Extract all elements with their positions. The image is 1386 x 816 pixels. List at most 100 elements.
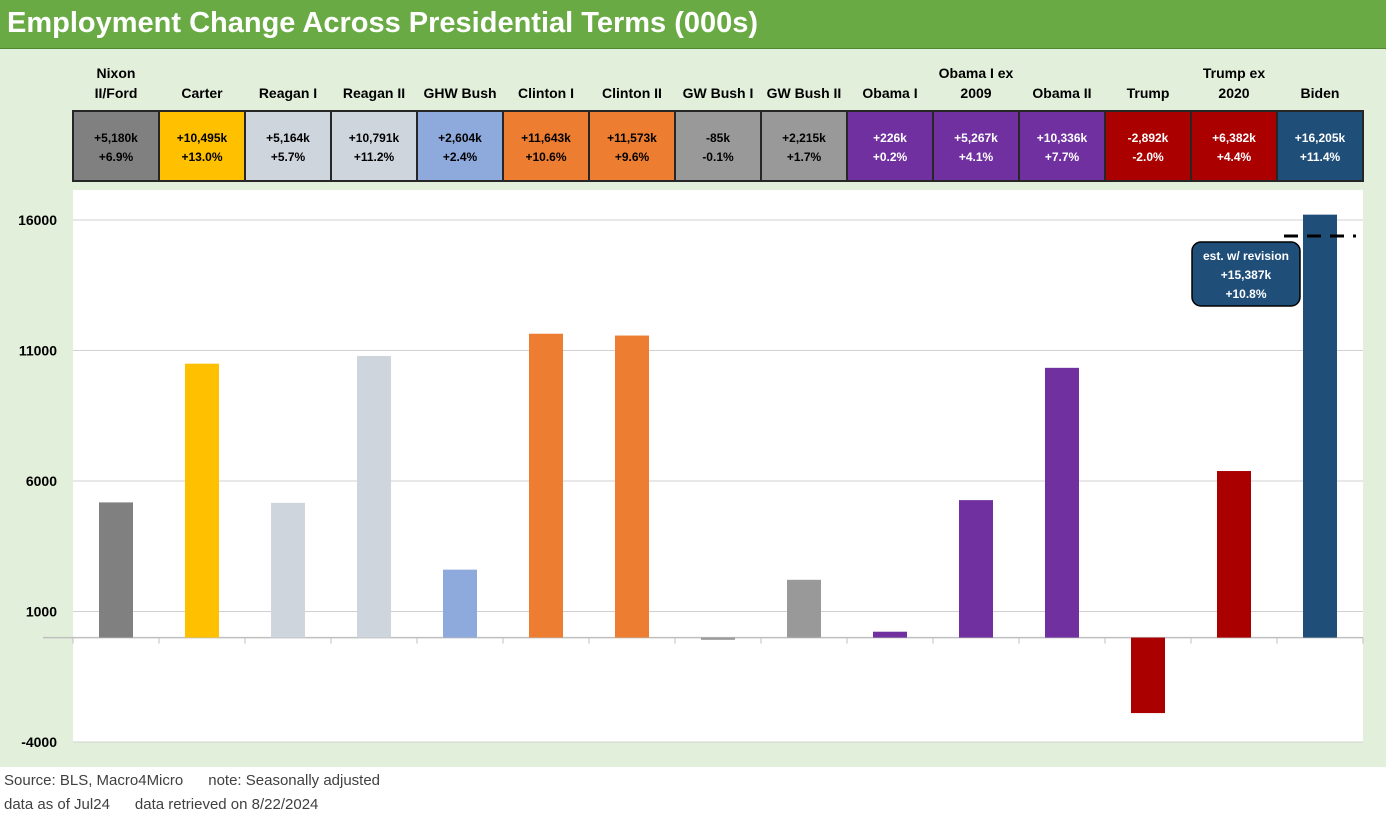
category-label-obama-i-ex-2009: Obama I ex 2009: [939, 65, 1014, 101]
value-box-change: +2,215k: [782, 131, 826, 145]
plot-background: [73, 190, 1363, 742]
plot-area: 16000 11000 6000 1000 -4000 est. w/ revision +…: [18, 190, 1364, 750]
bar-chart: Nixon II/Ford Carter Reagan I Reagan II GHW B…: [18, 65, 1364, 750]
value-box-nixon-ii-ford: [72, 110, 160, 182]
category-label-line: GW Bush I: [683, 85, 754, 101]
source-note: Source: BLS, Macro4Micro note: Seasonall…: [4, 772, 381, 789]
value-box-percent: +5.7%: [271, 150, 306, 164]
value-box-percent: -0.1%: [702, 150, 734, 164]
value-box-change: +226k: [873, 131, 907, 145]
bar-clinton-i: [529, 333, 563, 638]
value-box-change: +10,791k: [349, 131, 400, 145]
value-box-change: -85k: [706, 131, 730, 145]
y-tick-label: -4000: [21, 734, 57, 750]
category-label-line: Carter: [181, 85, 223, 101]
value-box-percent: +7.7%: [1045, 150, 1080, 164]
bar-obama-i-ex-2009: [959, 500, 993, 638]
y-tick-label: 16000: [18, 212, 57, 228]
category-label-line: Nixon: [97, 65, 136, 81]
value-box-percent: +11.4%: [1300, 150, 1341, 164]
category-label-gw-bush-ii: GW Bush II: [767, 85, 842, 101]
value-box-obama-i-ex-2009: [932, 110, 1020, 182]
value-box-percent: -2.0%: [1132, 150, 1164, 164]
category-label-obama-i: Obama I: [862, 85, 917, 101]
value-box-reagan-ii: [330, 110, 418, 182]
value-box-percent: +4.1%: [959, 150, 994, 164]
category-label-trump: Trump: [1127, 85, 1170, 101]
value-box-percent: +13.0%: [181, 150, 222, 164]
value-box-change: +5,180k: [94, 131, 138, 145]
chart-area: Nixon II/Ford Carter Reagan I Reagan II GHW B…: [0, 49, 1386, 767]
category-label-line: Reagan II: [343, 85, 405, 101]
category-label-line: Biden: [1301, 85, 1340, 101]
bar-trump: [1131, 637, 1165, 714]
category-label-line: II/Ford: [95, 85, 138, 101]
y-tick-label: 1000: [26, 604, 57, 620]
value-box-clinton-ii: [588, 110, 676, 182]
category-label-reagan-i: Reagan I: [259, 85, 317, 101]
category-label-line: Obama I: [862, 85, 917, 101]
bar-clinton-ii: [615, 335, 649, 638]
category-label-biden: Biden: [1301, 85, 1340, 101]
revision-callout-text: est. w/ revision: [1203, 249, 1289, 263]
bar-ghw-bush: [443, 569, 477, 638]
revision-callout-text: +10.8%: [1225, 287, 1266, 301]
category-label-ghw-bush: GHW Bush: [423, 85, 496, 101]
value-box-carter: [158, 110, 246, 182]
category-label-line: GHW Bush: [423, 85, 496, 101]
value-box-change: +11,643k: [521, 131, 571, 145]
value-box-percent: +1.7%: [787, 150, 822, 164]
value-box-change: +6,382k: [1212, 131, 1256, 145]
category-label-line: 2020: [1218, 85, 1249, 101]
bar-nixon-ii-ford: [99, 502, 133, 638]
value-box-obama-i: [846, 110, 934, 182]
chart-title: Employment Change Across Presidential Te…: [7, 7, 759, 39]
bar-reagan-i: [271, 502, 305, 638]
value-box-percent: +11.2%: [354, 150, 395, 164]
category-label-carter: Carter: [181, 85, 223, 101]
value-box-gw-bush-i: [674, 110, 762, 182]
value-box-percent: +0.2%: [873, 150, 908, 164]
value-box-percent: +6.9%: [99, 150, 134, 164]
revision-callout: [1191, 241, 1301, 307]
category-label-nixon-ii-ford: Nixon II/Ford: [95, 65, 138, 101]
y-tick-label: 11000: [19, 343, 57, 359]
category-label-line: Reagan I: [259, 85, 317, 101]
bar-biden: [1303, 214, 1337, 638]
value-box-change: +16,205k: [1295, 131, 1346, 145]
value-box-gw-bush-ii: [760, 110, 848, 182]
value-box-trump-ex-2020: [1190, 110, 1278, 182]
bar-carter: [185, 363, 219, 638]
category-label-clinton-ii: Clinton II: [602, 85, 662, 101]
category-label-obama-ii: Obama II: [1032, 85, 1091, 101]
value-box-reagan-i: [244, 110, 332, 182]
category-label-line: Clinton I: [518, 85, 574, 101]
bar-obama-i: [873, 631, 907, 638]
value-box-change: +11,573k: [607, 131, 657, 145]
bar-reagan-ii: [357, 355, 391, 638]
value-box-percent: +10.6%: [525, 150, 566, 164]
category-label-line: Trump ex: [1203, 65, 1265, 81]
value-box-change: +2,604k: [438, 131, 482, 145]
value-box-trump: [1104, 110, 1192, 182]
category-label-line: Obama I ex: [939, 65, 1014, 81]
value-box-change: +10,495k: [177, 131, 228, 145]
value-box-change: +10,336k: [1037, 131, 1088, 145]
value-box-percent: +2.4%: [443, 150, 478, 164]
category-label-line: GW Bush II: [767, 85, 842, 101]
value-box-change: +5,164k: [266, 131, 310, 145]
value-box-ghw-bush: [416, 110, 504, 182]
category-label-line: Trump: [1127, 85, 1170, 101]
category-label-gw-bush-i: GW Bush I: [683, 85, 754, 101]
bar-trump-ex-2020: [1217, 471, 1251, 638]
bar-gw-bush-i: [701, 637, 735, 640]
value-box-percent: +9.6%: [615, 150, 650, 164]
category-label-reagan-ii: Reagan II: [343, 85, 405, 101]
revision-callout-text: +15,387k: [1221, 268, 1272, 282]
category-label-line: 2009: [960, 85, 991, 101]
data-date-note: data as of Jul24 data retrieved on 8/22/…: [4, 796, 319, 813]
y-tick-label: 6000: [26, 473, 57, 489]
value-box-change: -2,892k: [1128, 131, 1169, 145]
category-label-trump-ex-2020: Trump ex 2020: [1203, 65, 1265, 101]
value-box-percent: +4.4%: [1217, 150, 1252, 164]
